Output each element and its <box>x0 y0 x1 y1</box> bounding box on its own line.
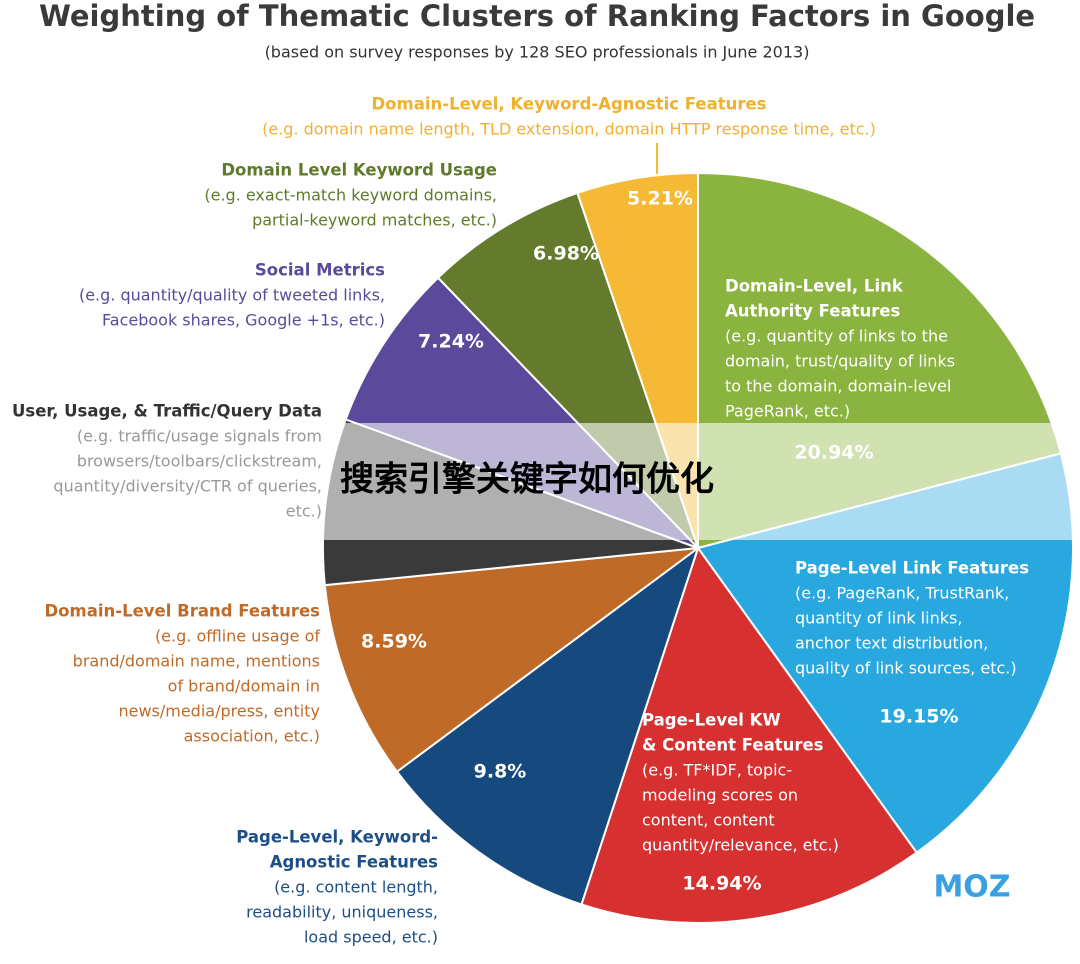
slice-description: to the domain, domain-level <box>725 377 951 396</box>
slice-title: & Content Features <box>642 736 824 755</box>
pie-slice <box>395 545 700 906</box>
slice-description: (e.g. offline usage of <box>155 627 320 646</box>
watermark: 搜索引擎关键字如何优化 <box>340 460 714 500</box>
slice-description: PageRank, etc.) <box>725 402 850 421</box>
slice-title: Page-Level KW <box>642 711 781 730</box>
slice-description: (e.g. traffic/usage signals from <box>77 427 322 446</box>
slice-description: browsers/toolbars/clickstream, <box>77 452 322 471</box>
slice-description: (e.g. quantity of links to the <box>725 327 948 346</box>
watermark-band <box>323 423 1075 540</box>
slice-title: User, Usage, & Traffic/Query Data <box>12 402 322 421</box>
chart-subtitle: (based on survey responses by 128 SEO pr… <box>265 43 810 62</box>
slice-description: load speed, etc.) <box>304 928 438 947</box>
slice-description: content, content <box>642 811 775 830</box>
slice-description: quantity of link links, <box>795 609 962 628</box>
slice-title: Social Metrics <box>255 261 385 280</box>
slice-description: partial-keyword matches, etc.) <box>252 211 497 230</box>
slice-description: readability, uniqueness, <box>246 903 438 922</box>
slice-description: domain, trust/quality of links <box>725 352 955 371</box>
slice-description: quantity/relevance, etc.) <box>642 836 839 855</box>
data-label: 6.98% <box>533 243 599 265</box>
slice-title: Domain Level Keyword Usage <box>221 161 497 180</box>
data-label: 14.94% <box>682 873 761 895</box>
pie-slice <box>323 546 702 774</box>
slice-description: Facebook shares, Google +1s, etc.) <box>102 311 385 330</box>
data-label: 5.21% <box>627 188 693 210</box>
slice-title: Domain-Level Brand Features <box>44 602 320 621</box>
slice-description: (e.g. content length, <box>274 878 438 897</box>
slice-description: of brand/domain in <box>168 677 320 696</box>
data-label: 9.8% <box>474 761 527 783</box>
pie-slice <box>580 545 919 924</box>
slice-description: (e.g. domain name length, TLD extension,… <box>262 120 876 139</box>
slice-description: brand/domain name, mentions <box>73 652 320 671</box>
logo: MOZ <box>933 870 1010 905</box>
slice-description: anchor text distribution, <box>795 634 988 653</box>
slice-description: (e.g. TF*IDF, topic- <box>642 761 792 780</box>
slice-title: Authority Features <box>725 302 901 321</box>
data-label: 8.59% <box>361 631 427 653</box>
slice-description: (e.g. PageRank, TrustRank, <box>795 584 1009 603</box>
slice-description: quantity/diversity/CTR of queries, <box>53 477 322 496</box>
slice-description: news/media/press, entity <box>118 702 320 721</box>
slice-title: Agnostic Features <box>270 853 438 872</box>
chart-title: Weighting of Thematic Clusters of Rankin… <box>39 0 1035 33</box>
slice-title: Page-Level, Keyword- <box>236 828 438 847</box>
slice-description: etc.) <box>286 502 322 521</box>
slice-title: Page-Level Link Features <box>795 559 1029 578</box>
slice-title: Domain-Level, Link <box>725 277 904 296</box>
slice-description: (e.g. exact-match keyword domains, <box>204 186 497 205</box>
slice-description: modeling scores on <box>642 786 798 805</box>
slice-description: quality of link sources, etc.) <box>795 659 1017 678</box>
slice-description: (e.g. quantity/quality of tweeted links, <box>79 286 385 305</box>
data-label: 19.15% <box>879 706 958 728</box>
slice-description: association, etc.) <box>184 727 320 746</box>
data-label: 7.24% <box>418 331 484 353</box>
slice-title: Domain-Level, Keyword-Agnostic Features <box>371 95 766 114</box>
